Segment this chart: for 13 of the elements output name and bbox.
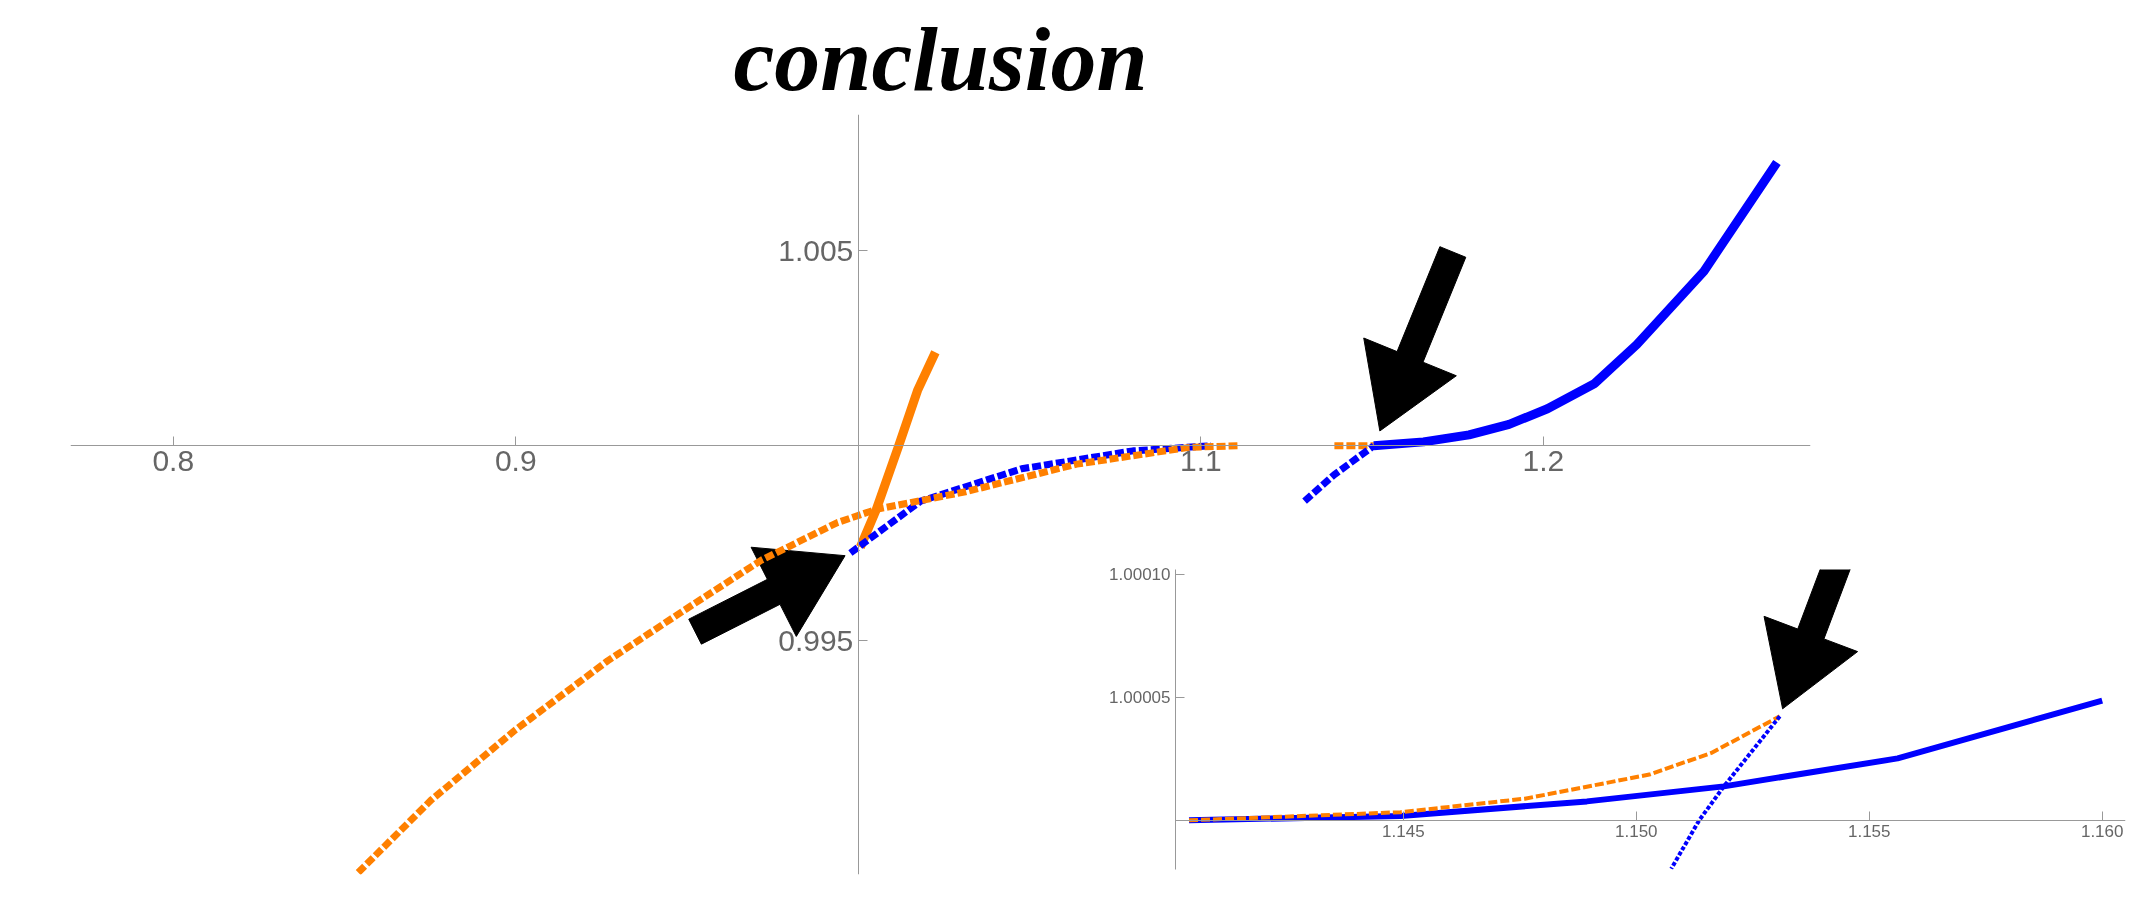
x-tick-label: 0.9 [494, 443, 537, 477]
x-tick-label: 1.1 [1179, 443, 1222, 477]
x-tick-label: 1.2 [1522, 443, 1565, 477]
chart-title: conclusion [733, 7, 1148, 110]
x-tick-label: 1.160 [2080, 822, 2124, 842]
y-tick-label: 1.005 [778, 233, 854, 267]
y-tick-label: 1.00005 [1109, 688, 1171, 708]
y-tick-label: 1.00010 [1109, 565, 1171, 585]
y-tick-label: 0.995 [778, 623, 854, 657]
x-tick-label: 1.145 [1382, 822, 1425, 842]
x-tick-label: 1.150 [1615, 822, 1658, 842]
x-tick-label: 0.8 [152, 443, 195, 477]
x-tick-label: 1.155 [1847, 822, 1891, 842]
